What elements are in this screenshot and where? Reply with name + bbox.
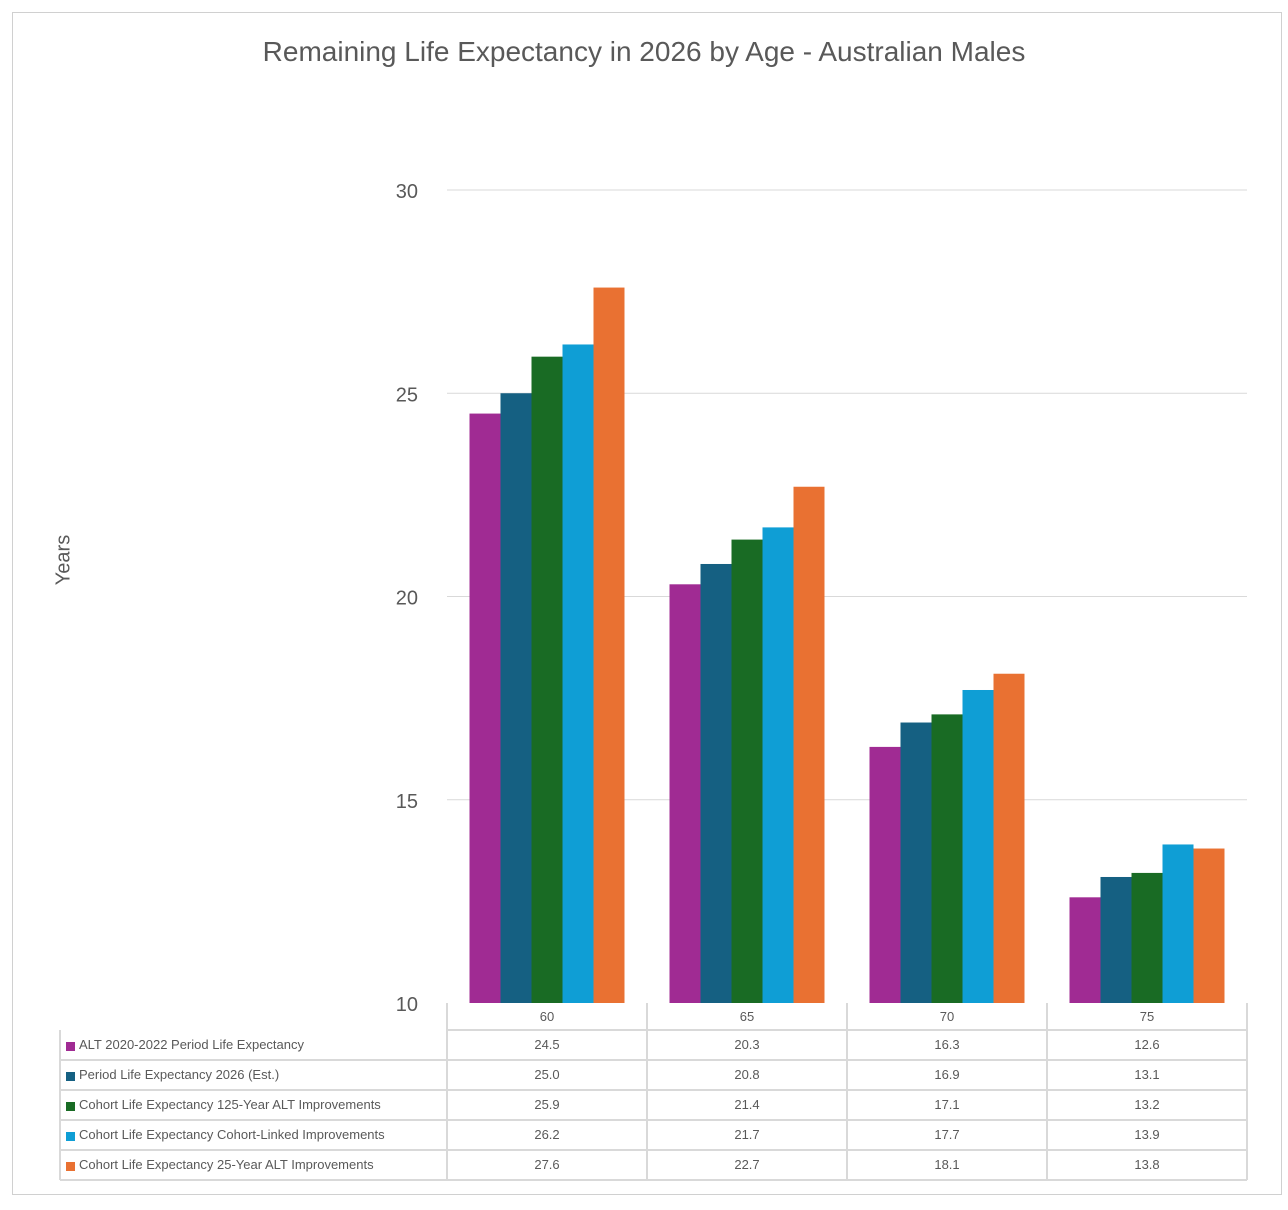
legend-label: Cohort Life Expectancy Cohort-Linked Imp… — [79, 1127, 385, 1142]
data-label: 16.9 — [934, 1067, 959, 1082]
bar — [669, 584, 701, 1003]
legend-label: Period Life Expectancy 2026 (Est.) — [79, 1067, 279, 1082]
data-label: 21.7 — [734, 1127, 759, 1142]
data-label: 18.1 — [934, 1157, 959, 1172]
data-label: 22.7 — [734, 1157, 759, 1172]
bar — [562, 344, 594, 1004]
chart-frame — [12, 12, 1282, 1195]
bar — [731, 539, 763, 1003]
x-tick-label: 70 — [940, 1009, 954, 1024]
legend-swatch — [66, 1132, 75, 1141]
data-label: 12.6 — [1134, 1037, 1159, 1052]
data-label: 17.1 — [934, 1097, 959, 1112]
bar — [1131, 872, 1163, 1003]
data-label: 25.9 — [534, 1097, 559, 1112]
bar — [700, 563, 732, 1003]
legend-swatch — [66, 1162, 75, 1171]
legend-swatch — [66, 1072, 75, 1081]
bar — [900, 722, 932, 1003]
x-tick-label: 65 — [740, 1009, 754, 1024]
bar — [962, 689, 994, 1003]
bar — [793, 486, 825, 1003]
bar — [531, 356, 563, 1003]
bar — [1193, 848, 1225, 1003]
legend-label: Cohort Life Expectancy 125-Year ALT Impr… — [79, 1097, 381, 1112]
data-label: 27.6 — [534, 1157, 559, 1172]
data-label: 16.3 — [934, 1037, 959, 1052]
data-label: 13.2 — [1134, 1097, 1159, 1112]
bar — [931, 714, 963, 1003]
data-label: 20.8 — [734, 1067, 759, 1082]
chart-title: Remaining Life Expectancy in 2026 by Age… — [262, 36, 1026, 67]
y-tick-label: 15 — [396, 791, 418, 813]
data-label: 13.8 — [1134, 1157, 1159, 1172]
bar — [469, 413, 501, 1003]
bar — [500, 393, 532, 1003]
y-tick-label: 25 — [396, 384, 418, 406]
bar — [1100, 876, 1132, 1003]
bar — [993, 673, 1025, 1003]
data-label: 26.2 — [534, 1127, 559, 1142]
bar — [762, 527, 794, 1003]
data-label: 13.1 — [1134, 1067, 1159, 1082]
data-label: 13.9 — [1134, 1127, 1159, 1142]
legend-label: Cohort Life Expectancy 25-Year ALT Impro… — [79, 1157, 374, 1172]
data-label: 24.5 — [534, 1037, 559, 1052]
bar — [593, 287, 625, 1003]
y-tick-label: 20 — [396, 588, 418, 610]
data-label: 21.4 — [734, 1097, 759, 1112]
data-label: 20.3 — [734, 1037, 759, 1052]
bar — [1069, 897, 1101, 1003]
data-label: 25.0 — [534, 1067, 559, 1082]
legend-label: ALT 2020-2022 Period Life Expectancy — [79, 1037, 304, 1052]
legend-swatch — [66, 1042, 75, 1051]
legend-swatch — [66, 1102, 75, 1111]
x-tick-label: 75 — [1140, 1009, 1154, 1024]
bar — [1162, 844, 1194, 1003]
x-tick-label: 60 — [540, 1009, 554, 1024]
y-tick-label: 10 — [396, 994, 418, 1016]
bar — [869, 746, 901, 1003]
data-label: 17.7 — [934, 1127, 959, 1142]
y-tick-label: 30 — [396, 181, 418, 203]
